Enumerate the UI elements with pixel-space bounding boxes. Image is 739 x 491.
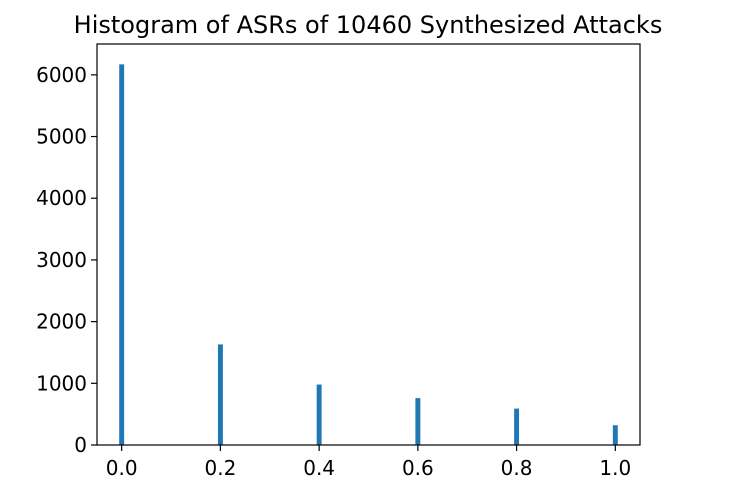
- y-tick-label: 2000: [36, 310, 87, 334]
- x-tick-label: 0.6: [402, 456, 434, 480]
- bars-group: [119, 64, 618, 445]
- y-tick-label: 6000: [36, 63, 87, 87]
- histogram-bar: [316, 384, 322, 445]
- x-axis-ticks: 0.0 0.2 0.4 0.6 0.8 1.0: [106, 445, 631, 480]
- y-tick-label: 0: [74, 433, 87, 457]
- histogram-bar: [612, 425, 618, 445]
- histogram-bar: [217, 344, 223, 445]
- y-tick-label: 3000: [36, 248, 87, 272]
- histogram-bar: [119, 64, 125, 445]
- chart-title: Histogram of ASRs of 10460 Synthesized A…: [74, 11, 663, 39]
- y-tick-label: 4000: [36, 186, 87, 210]
- y-tick-label: 1000: [36, 371, 87, 395]
- y-tick-label: 5000: [36, 125, 87, 149]
- x-tick-label: 0.4: [303, 456, 335, 480]
- x-tick-label: 1.0: [599, 456, 631, 480]
- plot-frame: [96, 43, 641, 446]
- histogram-bar: [415, 398, 421, 445]
- y-axis-ticks: 0 1000 2000 3000 4000 5000 6000: [36, 63, 97, 457]
- x-tick-label: 0.8: [501, 456, 533, 480]
- histogram-bar: [514, 408, 520, 445]
- x-tick-label: 0.2: [205, 456, 237, 480]
- x-tick-label: 0.0: [106, 456, 138, 480]
